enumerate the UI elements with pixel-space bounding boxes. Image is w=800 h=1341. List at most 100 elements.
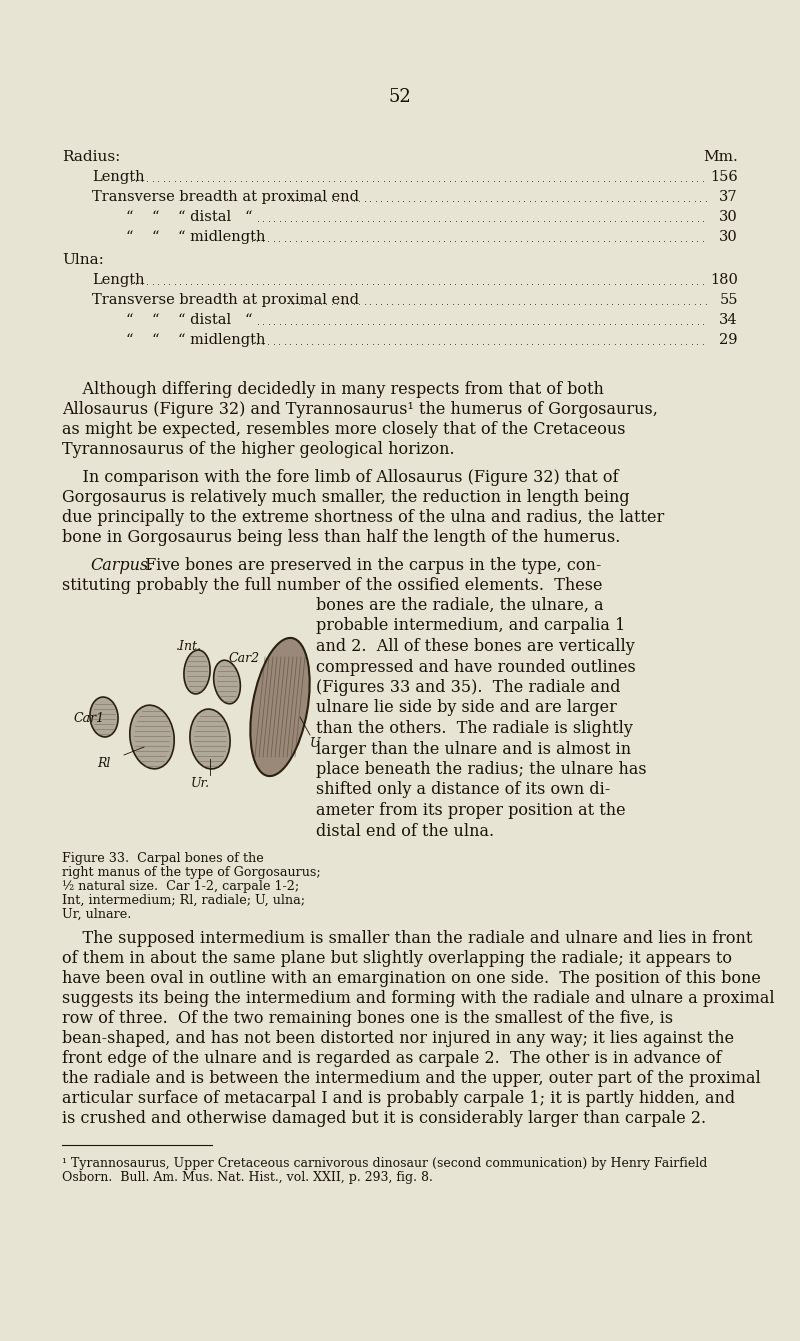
Point <box>636 334 649 355</box>
Point <box>278 274 291 295</box>
Point <box>554 170 566 192</box>
Point <box>672 190 685 212</box>
Point <box>339 170 352 192</box>
Point <box>331 190 344 212</box>
Point <box>520 231 533 252</box>
Point <box>493 334 506 355</box>
Point <box>493 231 506 252</box>
Point <box>328 274 341 295</box>
Point <box>311 334 324 355</box>
Point <box>477 334 490 355</box>
Text: Mm.: Mm. <box>703 150 738 164</box>
Point <box>626 211 638 232</box>
Point <box>314 294 327 315</box>
Point <box>422 314 434 335</box>
Point <box>372 211 385 232</box>
Point <box>386 294 398 315</box>
Point <box>262 274 274 295</box>
Point <box>691 170 704 192</box>
Point <box>548 314 561 335</box>
Point <box>644 294 657 315</box>
Point <box>498 170 511 192</box>
Point <box>336 190 349 212</box>
Point <box>538 314 550 335</box>
Point <box>334 211 346 232</box>
Point <box>339 211 352 232</box>
Point <box>274 211 286 232</box>
Point <box>317 211 330 232</box>
Point <box>498 211 511 232</box>
Point <box>284 274 297 295</box>
Point <box>598 170 610 192</box>
Point <box>361 334 374 355</box>
Point <box>537 170 550 192</box>
Text: articular surface of metacarpal I and is probably carpale 1; it is partly hidden: articular surface of metacarpal I and is… <box>62 1090 735 1108</box>
Point <box>158 170 170 192</box>
Point <box>344 274 357 295</box>
Point <box>389 314 402 335</box>
Point <box>666 190 679 212</box>
Point <box>468 190 481 212</box>
Point <box>493 211 506 232</box>
Point <box>334 170 346 192</box>
Point <box>262 211 275 232</box>
Point <box>630 211 643 232</box>
Point <box>697 314 710 335</box>
Point <box>394 231 406 252</box>
Point <box>584 294 597 315</box>
Point <box>458 294 470 315</box>
Point <box>523 294 536 315</box>
Point <box>158 274 170 295</box>
Point <box>125 170 138 192</box>
Point <box>141 274 154 295</box>
Point <box>564 274 577 295</box>
Point <box>680 211 693 232</box>
Point <box>278 211 291 232</box>
Point <box>575 334 588 355</box>
Point <box>355 170 368 192</box>
Point <box>301 314 314 335</box>
Point <box>179 274 192 295</box>
Point <box>515 314 528 335</box>
Point <box>229 170 242 192</box>
Point <box>620 314 633 335</box>
Point <box>608 170 621 192</box>
Point <box>378 314 390 335</box>
Point <box>468 294 481 315</box>
Point <box>538 211 550 232</box>
Point <box>507 190 520 212</box>
Point <box>383 334 396 355</box>
Point <box>298 294 310 315</box>
Text: right manus of the type of Gorgosaurus;: right manus of the type of Gorgosaurus; <box>62 866 321 878</box>
Point <box>680 274 693 295</box>
Point <box>603 231 616 252</box>
Point <box>416 334 429 355</box>
Point <box>598 231 610 252</box>
Point <box>518 190 530 212</box>
Point <box>691 314 704 335</box>
Point <box>639 294 652 315</box>
Point <box>251 231 264 252</box>
Point <box>454 211 467 232</box>
Point <box>314 190 327 212</box>
Point <box>207 274 220 295</box>
Point <box>573 294 586 315</box>
Point <box>278 314 291 335</box>
Point <box>466 170 478 192</box>
Point <box>462 190 475 212</box>
Point <box>663 334 676 355</box>
Text: ½ natural size.  Car 1-2, carpale 1-2;: ½ natural size. Car 1-2, carpale 1-2; <box>62 880 299 893</box>
Point <box>542 334 555 355</box>
Point <box>630 231 643 252</box>
Point <box>347 190 360 212</box>
Point <box>694 294 706 315</box>
Point <box>334 314 346 335</box>
Point <box>680 231 693 252</box>
Point <box>394 314 407 335</box>
Point <box>592 231 605 252</box>
Point <box>322 274 335 295</box>
Point <box>430 190 442 212</box>
Point <box>647 211 660 232</box>
Point <box>606 190 618 212</box>
Point <box>611 294 624 315</box>
